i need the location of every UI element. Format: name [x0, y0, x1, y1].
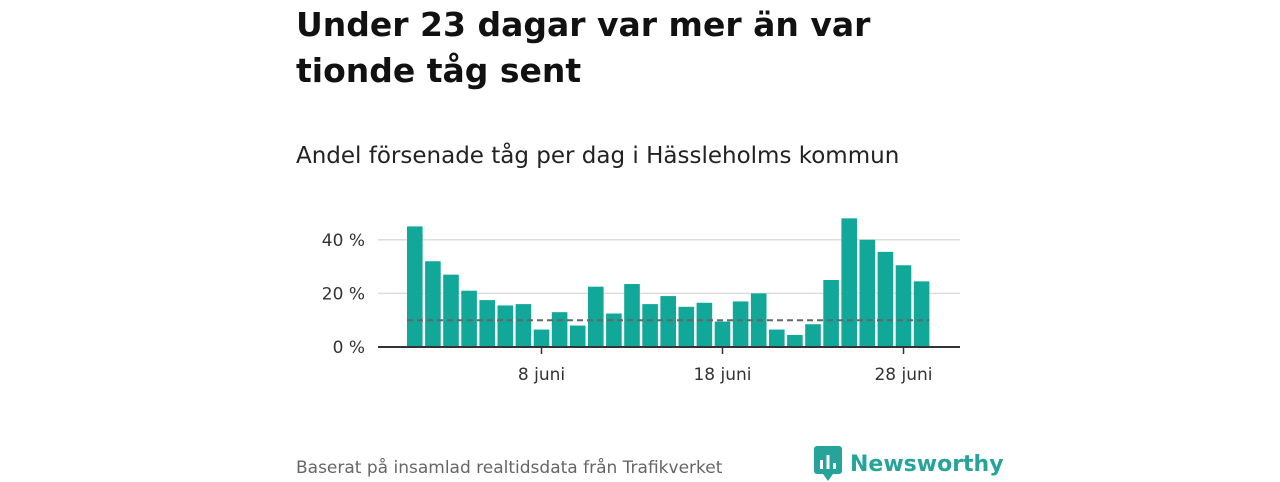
- bar: [479, 300, 495, 347]
- bar-chart: 0 % 20 % 40 % 8 juni 18 juni 28 juni: [322, 218, 960, 385]
- source-note: Baserat på insamlad realtidsdata från Tr…: [296, 458, 723, 478]
- bar: [823, 280, 839, 347]
- bar: [551, 312, 568, 347]
- bar: [461, 290, 477, 347]
- x-tick-label: 18 juni: [693, 365, 751, 385]
- bar: [913, 281, 930, 347]
- bar: [533, 329, 550, 347]
- bar: [569, 325, 586, 347]
- bar: [732, 301, 749, 347]
- chart-subtitle: Andel försenade tåg per dag i Hässleholm…: [296, 143, 900, 169]
- bar: [787, 334, 803, 347]
- y-tick-label: 20 %: [322, 284, 365, 304]
- bar: [642, 304, 658, 347]
- bar: [624, 284, 640, 347]
- bar: [443, 274, 459, 347]
- bar: [877, 251, 894, 347]
- bar: [497, 305, 514, 347]
- bar: [841, 218, 857, 347]
- bar: [588, 286, 604, 347]
- x-tick-label: 8 juni: [518, 365, 565, 385]
- y-tick-label: 40 %: [322, 231, 365, 251]
- bar: [696, 302, 713, 347]
- bar-chart-speech-bubble-icon: [814, 446, 842, 481]
- y-tick-label: 0 %: [333, 338, 365, 358]
- bar: [407, 226, 423, 347]
- bar: [425, 261, 441, 347]
- bar: [805, 324, 821, 347]
- brand-name: Newsworthy: [850, 451, 1004, 477]
- bar: [769, 329, 785, 347]
- chart-title: Under 23 dagar var mer än var tionde tåg…: [296, 5, 871, 90]
- bar: [660, 296, 676, 347]
- bar: [515, 304, 532, 347]
- bar: [606, 313, 622, 347]
- brand-logo: Newsworthy: [814, 446, 1004, 482]
- x-tick-label: 28 juni: [874, 365, 932, 385]
- bar: [678, 306, 695, 347]
- bar: [714, 321, 731, 347]
- bar: [895, 265, 912, 347]
- bar: [859, 239, 876, 347]
